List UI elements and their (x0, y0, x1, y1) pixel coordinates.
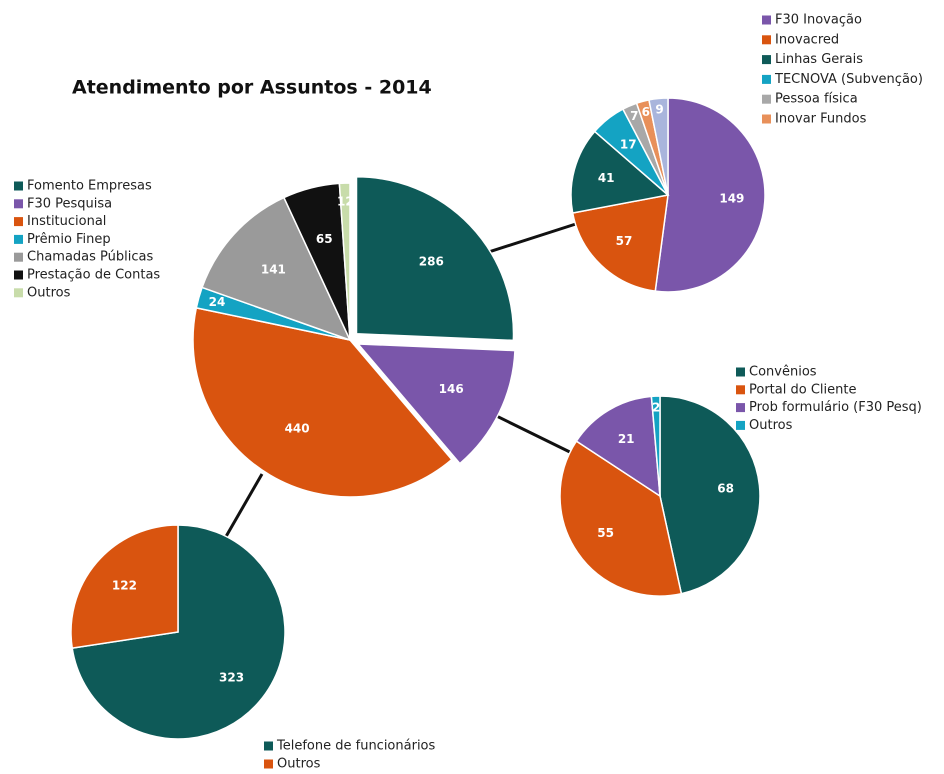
legend-label: Prob formulário (F30 Pesq) (749, 400, 922, 415)
legend-label: Outros (749, 418, 793, 433)
slice-label: 68 (717, 481, 734, 495)
legend-label: Prestação de Contas (27, 268, 160, 283)
pie-slice (201, 196, 352, 342)
legend-swatch (762, 114, 771, 124)
legend-swatch (736, 403, 745, 413)
slice-label: 149 (719, 192, 744, 206)
slice-label: 2 (652, 401, 660, 415)
pie-slice (356, 343, 516, 465)
legend-swatch (14, 252, 23, 262)
legend-label: Portal do Cliente (749, 382, 856, 397)
pie-slice (650, 395, 661, 497)
chart-title: Atendimento por Assuntos - 2014 (72, 77, 432, 99)
legend-swatch (14, 288, 23, 298)
legend-label: Chamadas Públicas (27, 250, 153, 265)
slice-label: 440 (285, 422, 310, 436)
legend-label: Linhas Gerais (775, 52, 863, 67)
legend-label: Pessoa física (775, 92, 858, 107)
legend-label: Inovar Fundos (775, 112, 867, 127)
slice-label: 21 (618, 432, 635, 446)
slice-label: 146 (439, 382, 464, 396)
legend-swatch (14, 199, 23, 209)
slice-label: 286 (419, 255, 444, 269)
pie-slice (654, 97, 766, 293)
legend-swatch (14, 217, 23, 227)
slice-label: 57 (616, 234, 633, 248)
pie-slice (70, 524, 179, 650)
legend-swatch (762, 55, 771, 65)
slice-label: 6 (642, 105, 650, 119)
pie-slice (571, 194, 669, 293)
slice-label: 41 (598, 171, 615, 185)
slice-label: 65 (316, 232, 333, 246)
legend-label: Fomento Empresas (27, 179, 152, 194)
slice-label: 24 (209, 295, 226, 309)
legend-label: TECNOVA (Subvenção) (774, 72, 923, 87)
legend-swatch (762, 74, 771, 84)
legend-swatch (762, 94, 771, 104)
slice-label: 9 (655, 103, 663, 117)
pie-slice (648, 97, 669, 196)
legend-swatch (736, 420, 745, 430)
legend-label: Telefone de funcionários (276, 739, 436, 754)
legend-label: Outros (277, 757, 321, 772)
slice-label: 55 (597, 526, 614, 540)
pie-slice (355, 176, 515, 342)
pie-slice (338, 182, 351, 341)
slice-label: 7 (630, 109, 638, 123)
slice-label: 12 (337, 194, 354, 208)
pie-slice (659, 395, 761, 595)
legend-label: Convênios (749, 365, 817, 380)
pie-slice (575, 395, 661, 498)
legend-label: F30 Pesquisa (27, 196, 112, 211)
legend-swatch (762, 35, 771, 45)
slice-label: 323 (219, 671, 244, 685)
pie-slice (559, 440, 683, 597)
legend-label: Outros (27, 285, 71, 300)
legend-swatch (736, 367, 745, 377)
legend-label: Inovacred (775, 32, 839, 47)
legend-swatch (14, 234, 23, 244)
legend-swatch (14, 181, 23, 191)
legend-swatch (762, 15, 771, 25)
legend-swatch (736, 385, 745, 395)
legend-swatch (14, 270, 23, 280)
legend-label: Institucional (27, 214, 106, 229)
legend-label: F30 Inovação (775, 13, 862, 28)
slice-label: 122 (112, 578, 137, 592)
slice-label: 141 (261, 263, 286, 277)
legend-label: Prêmio Finep (27, 232, 111, 247)
legend-swatch (264, 759, 273, 769)
legend-swatch (264, 741, 273, 751)
slice-label: 17 (620, 137, 637, 151)
pie-slice (570, 130, 670, 214)
pie-slice (192, 307, 453, 498)
connector (222, 473, 264, 541)
